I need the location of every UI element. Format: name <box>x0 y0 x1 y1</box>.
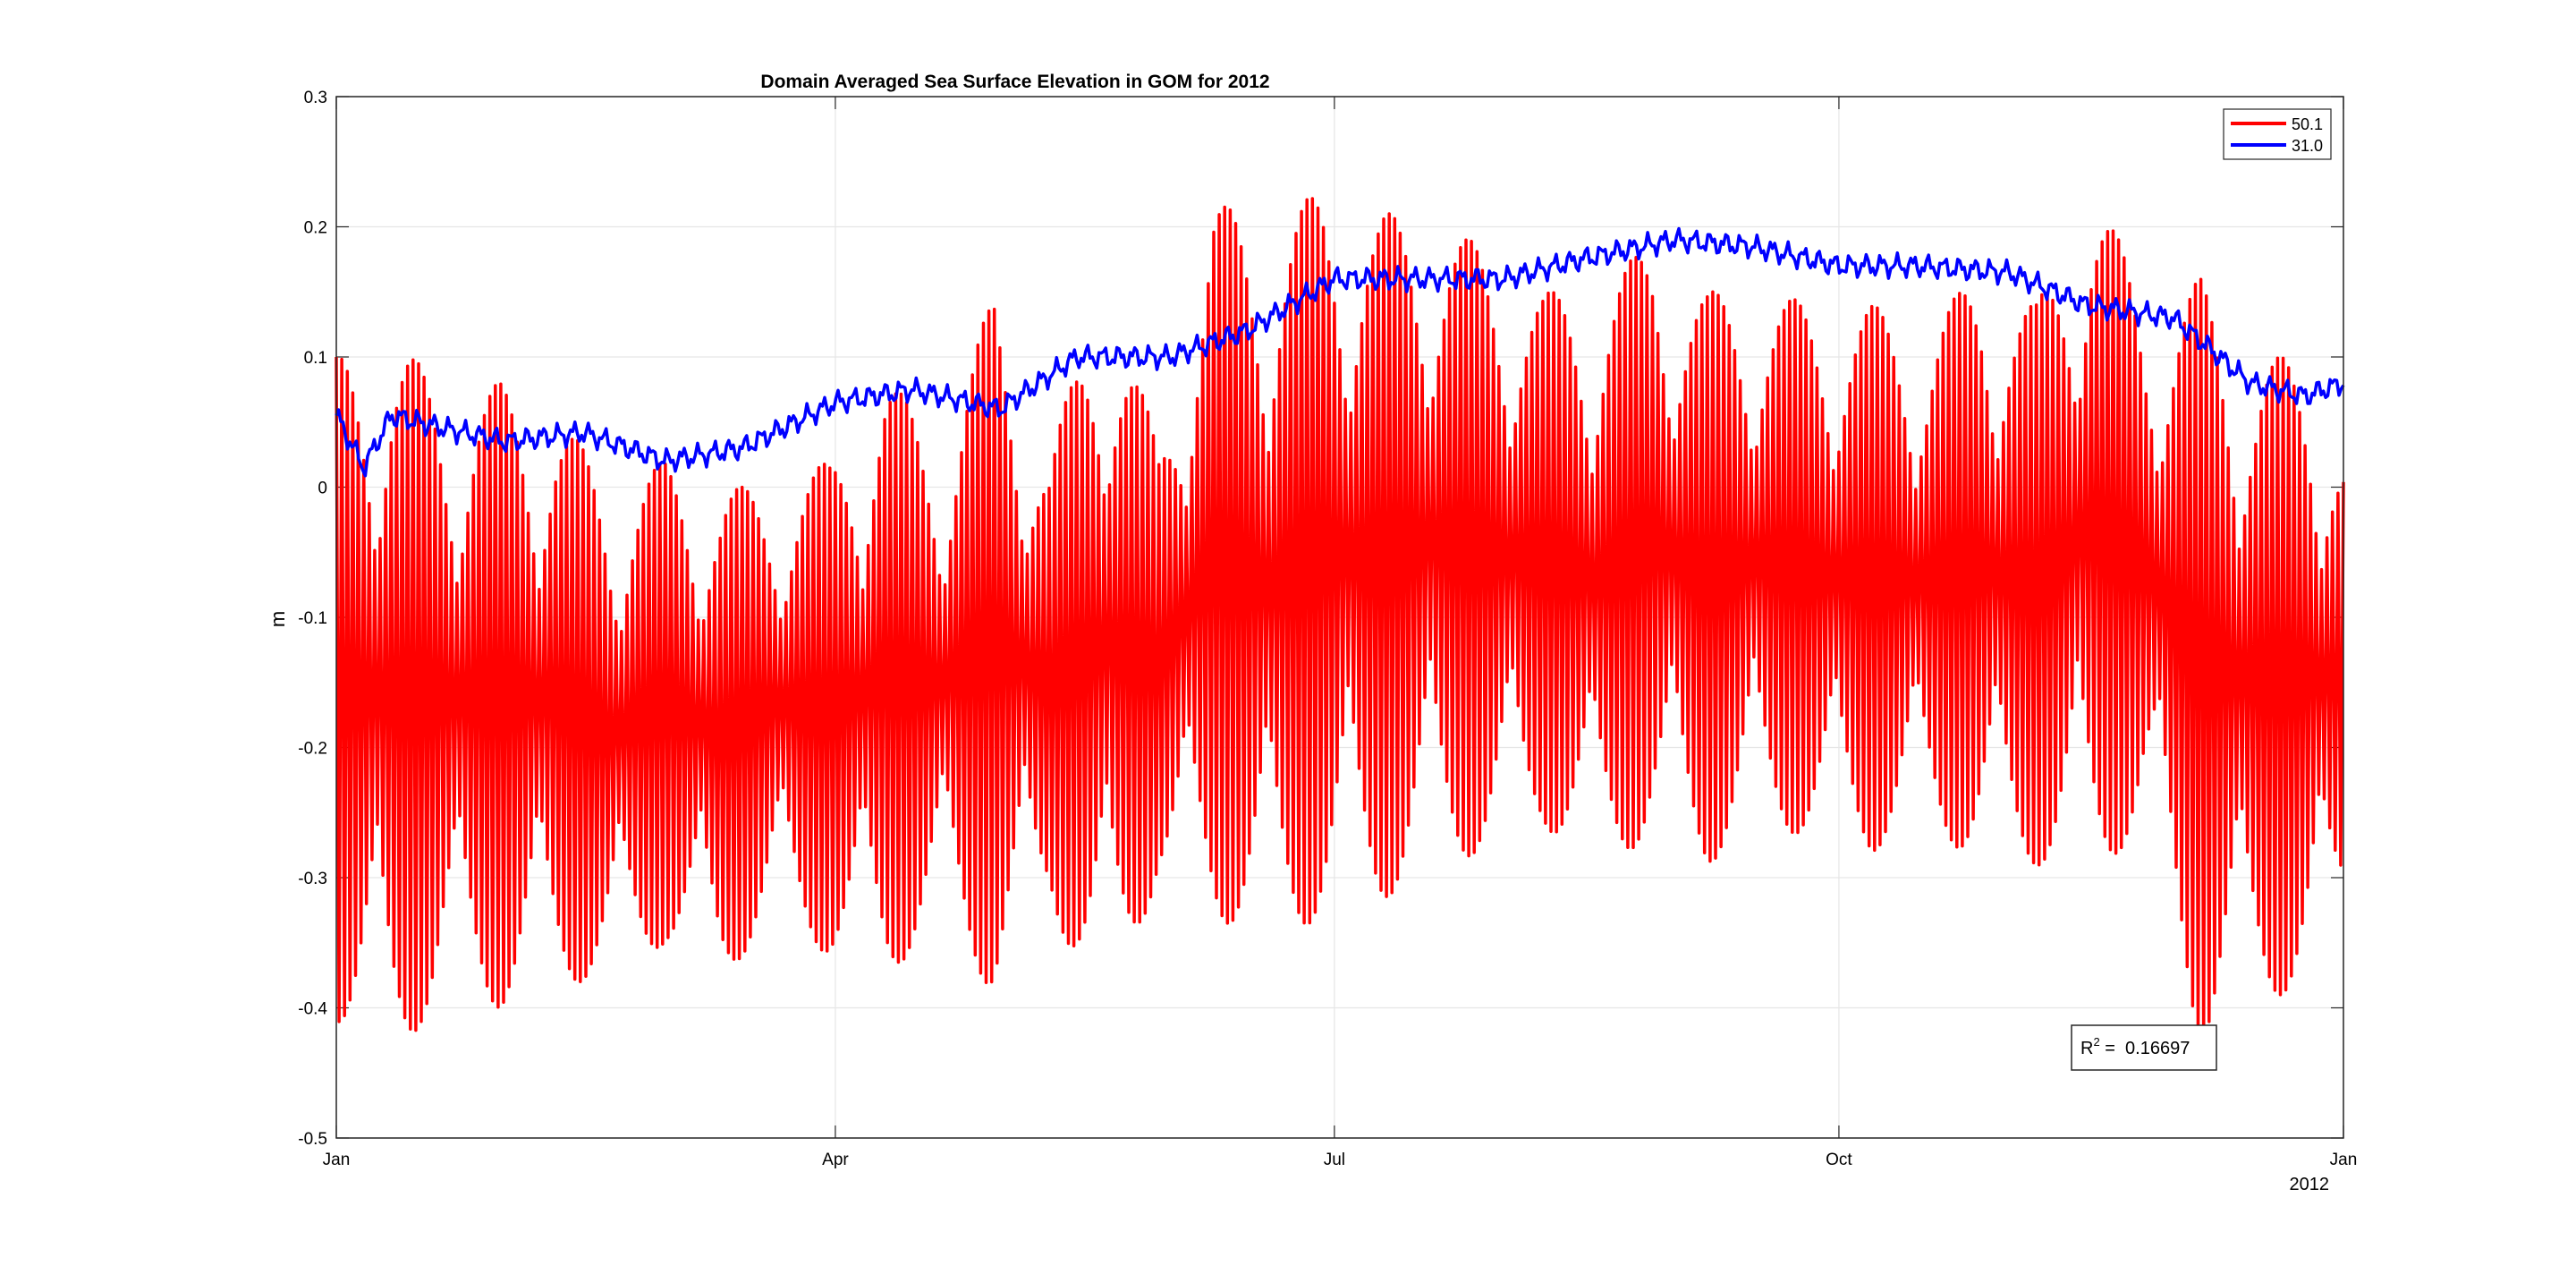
x-tick-label: Jan <box>2330 1151 2358 1169</box>
legend-box <box>2223 108 2332 160</box>
x-tick-label: Jan <box>323 1151 351 1169</box>
legend-label-31-0: 31.0 <box>2292 137 2323 155</box>
y-axis-label: m <box>267 611 289 627</box>
annotation-sup: 2 <box>2093 1035 2099 1049</box>
y-tick-label: -0.3 <box>298 870 327 888</box>
x-tick-label: Apr <box>822 1151 849 1169</box>
x-tick-label: Jul <box>1324 1151 1345 1169</box>
series-50-1 <box>335 197 2345 1043</box>
annotation-value: = 0.16697 <box>2100 1039 2190 1058</box>
chart-title: Domain Averaged Sea Surface Elevation in… <box>760 72 1269 92</box>
y-tick-label: -0.2 <box>298 740 327 759</box>
ticks: -0.5 -0.4 -0.3 -0.2 -0.1 0 0.1 0.2 0.3 Jan Apr Jul O… <box>298 89 2357 1169</box>
x-tick-label: Oct <box>1826 1151 1852 1169</box>
y-tick-label: 0.3 <box>304 89 327 107</box>
y-tick-label: 0 <box>318 480 327 498</box>
y-tick-label: 0.2 <box>304 219 327 238</box>
y-tick-label: 0.1 <box>304 349 327 368</box>
series-31-0 <box>335 226 2345 478</box>
annotation-r: R <box>2080 1039 2093 1058</box>
legend-label-50-1: 50.1 <box>2292 115 2323 133</box>
annotation-text: R2 = 0.16697 <box>2080 1035 2190 1058</box>
series-31-0-line <box>335 226 2345 478</box>
plot-frame <box>335 96 2344 1139</box>
annotation-box <box>2071 1024 2217 1071</box>
series-50-1-line <box>335 197 2345 1043</box>
y-tick-label: -0.1 <box>298 609 327 628</box>
legend: 50.1 31.0 <box>2223 108 2332 160</box>
y-tick-label: -0.4 <box>298 1000 327 1019</box>
r-squared-annotation: R2 = 0.16697 <box>2071 1024 2217 1071</box>
x-secondary-label: 2012 <box>2290 1175 2330 1194</box>
y-tick-label: -0.5 <box>298 1130 327 1149</box>
